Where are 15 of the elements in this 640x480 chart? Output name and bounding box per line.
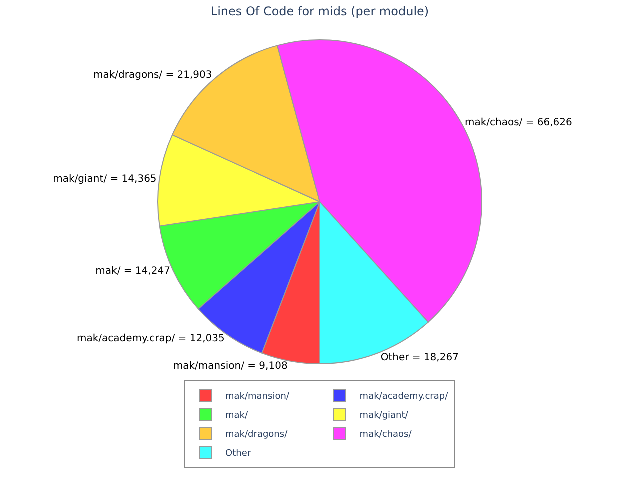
data-label: Other = 18,267 bbox=[380, 352, 459, 364]
legend-label: Other bbox=[226, 449, 252, 460]
data-label: mak/chaos/ = 66,626 bbox=[464, 118, 572, 129]
legend-label: mak/chaos/ bbox=[360, 430, 413, 440]
legend-label: mak/giant/ bbox=[360, 411, 410, 422]
legend-label: mak/mansion/ bbox=[226, 392, 290, 402]
legend-label: mak/academy.crap/ bbox=[360, 392, 450, 402]
legend-label: mak/dragons/ bbox=[226, 430, 289, 440]
data-label: mak/giant/ = 14,365 bbox=[53, 174, 157, 186]
legend-label: mak/ bbox=[226, 411, 249, 422]
data-label: mak/academy.crap/ = 12,035 bbox=[76, 333, 225, 344]
chart-title: Lines Of Code for mids (per module) bbox=[210, 4, 430, 19]
data-label: mak/dragons/ = 21,903 bbox=[94, 70, 212, 81]
data-label: mak/ = 14,247 bbox=[96, 266, 170, 277]
data-label: mak/mansion/ = 9,108 bbox=[173, 361, 288, 372]
